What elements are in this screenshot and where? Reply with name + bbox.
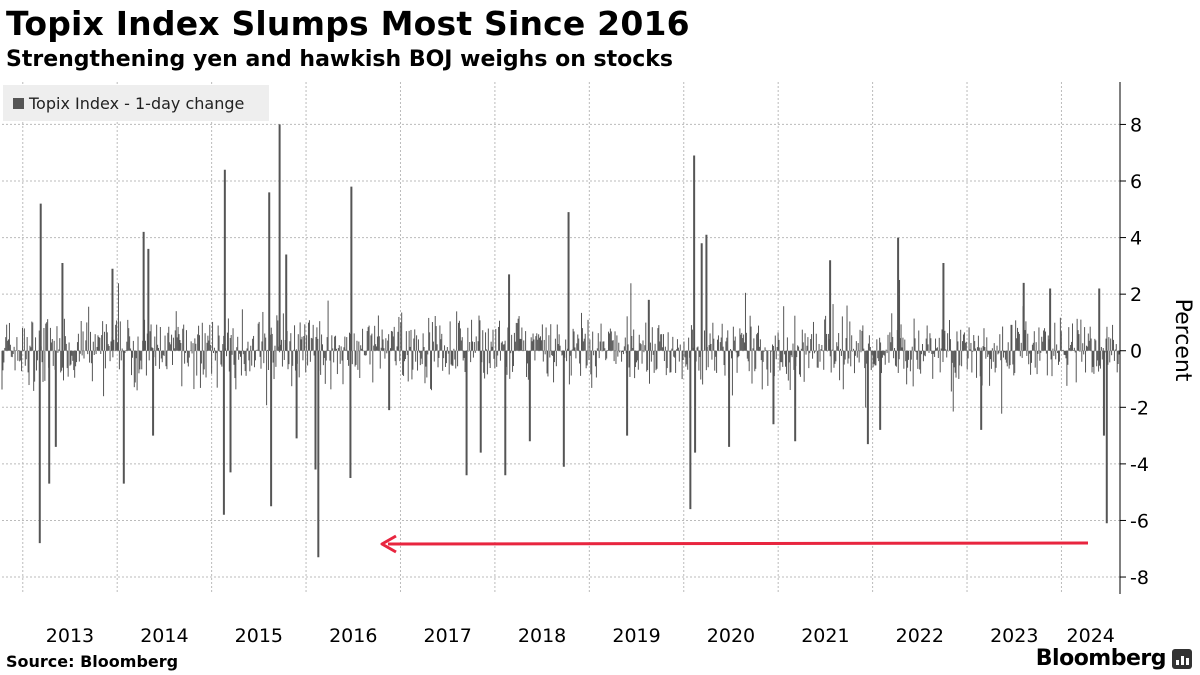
bar-chart-icon: [1172, 648, 1192, 669]
x-tick-label: 2014: [140, 625, 188, 647]
y-tick-label: 0: [1130, 341, 1142, 363]
y-tick-label: 2: [1130, 284, 1142, 306]
chart-legend: Topix Index - 1-day change: [3, 85, 269, 121]
y-tick-label: -8: [1130, 567, 1149, 589]
y-axis-title: Percent: [1170, 299, 1195, 382]
x-tick-label: 2020: [707, 625, 755, 647]
y-tick-label: 4: [1130, 228, 1142, 250]
chart-title: Topix Index Slumps Most Since 2016: [6, 4, 690, 43]
x-tick-label: 2021: [801, 625, 849, 647]
y-tick-label: -2: [1130, 397, 1149, 419]
x-tick-label: 2013: [46, 625, 94, 647]
x-tick-label: 2015: [235, 625, 283, 647]
x-tick-label: 2022: [896, 625, 944, 647]
x-tick-label: 2018: [518, 625, 566, 647]
source-note: Source: Bloomberg: [6, 652, 179, 671]
brand-wordmark: Bloomberg: [1035, 646, 1167, 671]
chart-subtitle: Strengthening yen and hawkish BOJ weighs…: [6, 47, 674, 72]
y-tick-label: 6: [1130, 171, 1142, 193]
y-tick-label: -4: [1130, 454, 1149, 476]
x-tick-label: 2016: [329, 625, 377, 647]
x-tick-label: 2024: [1067, 625, 1115, 647]
annotation-arrow-shaft: [387, 541, 1089, 546]
annotation-arrow-head: [380, 534, 397, 554]
x-tick-label: 2019: [612, 625, 660, 647]
x-tick-label: 2023: [990, 625, 1038, 647]
legend-swatch: [13, 97, 24, 109]
y-tick-label: -6: [1130, 510, 1149, 532]
brand-logo: Bloomberg: [1036, 646, 1192, 671]
x-tick-label: 2017: [424, 625, 472, 647]
legend-label: Topix Index - 1-day change: [29, 93, 245, 113]
y-tick-label: 8: [1130, 114, 1142, 136]
